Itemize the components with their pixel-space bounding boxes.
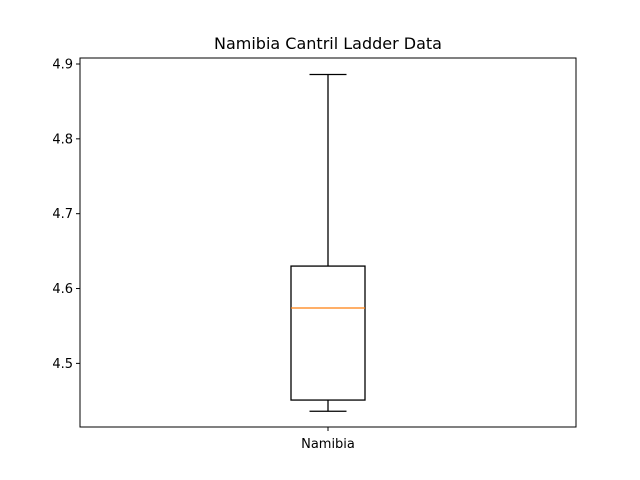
y-tick-label: 4.7 — [52, 207, 73, 222]
box-series — [290, 73, 366, 412]
y-tick-label: 4.5 — [52, 357, 73, 372]
chart-title: Namibia Cantril Ladder Data — [214, 34, 442, 53]
y-axis: 4.5 4.6 4.7 4.8 4.9 — [52, 57, 80, 372]
y-tick-label: 4.8 — [52, 132, 73, 147]
y-tick-label: 4.6 — [52, 282, 73, 297]
iqr-box — [290, 265, 366, 401]
y-tick-label: 4.9 — [52, 57, 73, 72]
x-tick-label: Namibia — [301, 437, 355, 452]
x-axis: Namibia — [301, 427, 355, 452]
